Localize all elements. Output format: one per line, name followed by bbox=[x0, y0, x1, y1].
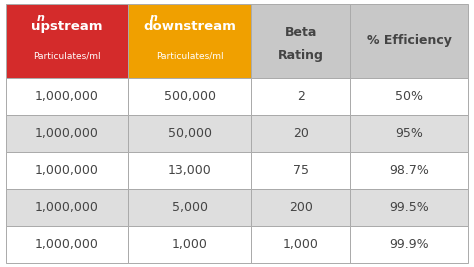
Text: 50%: 50% bbox=[395, 90, 423, 103]
Text: 99.9%: 99.9% bbox=[390, 238, 429, 251]
Text: 5,000: 5,000 bbox=[172, 201, 208, 214]
Text: 1,000,000: 1,000,000 bbox=[35, 201, 99, 214]
Text: 1,000,000: 1,000,000 bbox=[35, 164, 99, 177]
Bar bbox=[128, 115, 251, 152]
Text: 1,000,000: 1,000,000 bbox=[35, 238, 99, 251]
Text: 13,000: 13,000 bbox=[168, 164, 211, 177]
Bar bbox=[350, 115, 468, 152]
Text: 500,000: 500,000 bbox=[164, 90, 216, 103]
Bar bbox=[251, 78, 350, 115]
Text: % Efficiency: % Efficiency bbox=[367, 34, 452, 48]
Text: n: n bbox=[36, 13, 44, 23]
Bar bbox=[128, 226, 251, 263]
Text: Beta: Beta bbox=[284, 26, 317, 40]
Bar bbox=[251, 115, 350, 152]
Text: Particulates/ml: Particulates/ml bbox=[33, 51, 101, 60]
Text: 1,000: 1,000 bbox=[172, 238, 208, 251]
Text: 50,000: 50,000 bbox=[168, 127, 211, 140]
Text: 99.5%: 99.5% bbox=[390, 201, 429, 214]
Bar bbox=[350, 226, 468, 263]
Text: 200: 200 bbox=[289, 201, 312, 214]
Text: Particulates/ml: Particulates/ml bbox=[156, 51, 223, 60]
Bar bbox=[350, 78, 468, 115]
Bar bbox=[128, 152, 251, 189]
Text: upstream: upstream bbox=[31, 20, 103, 33]
Text: 95%: 95% bbox=[395, 127, 423, 140]
Text: 1,000,000: 1,000,000 bbox=[35, 90, 99, 103]
Bar bbox=[251, 4, 350, 78]
Text: 1,000: 1,000 bbox=[283, 238, 319, 251]
Bar bbox=[350, 189, 468, 226]
Bar bbox=[6, 78, 128, 115]
Text: n: n bbox=[149, 13, 157, 23]
Bar bbox=[6, 115, 128, 152]
Bar bbox=[6, 189, 128, 226]
Text: 20: 20 bbox=[292, 127, 309, 140]
Bar bbox=[350, 152, 468, 189]
Bar bbox=[6, 226, 128, 263]
Bar bbox=[128, 189, 251, 226]
Text: 2: 2 bbox=[297, 90, 305, 103]
Text: 98.7%: 98.7% bbox=[389, 164, 429, 177]
Bar bbox=[6, 152, 128, 189]
Text: 75: 75 bbox=[292, 164, 309, 177]
Bar bbox=[251, 226, 350, 263]
Bar bbox=[350, 4, 468, 78]
Text: Rating: Rating bbox=[278, 49, 324, 62]
Bar bbox=[128, 78, 251, 115]
Bar bbox=[6, 4, 128, 78]
Text: 1,000,000: 1,000,000 bbox=[35, 127, 99, 140]
Bar bbox=[128, 4, 251, 78]
Bar bbox=[251, 152, 350, 189]
Text: downstream: downstream bbox=[143, 20, 236, 33]
Bar bbox=[251, 189, 350, 226]
